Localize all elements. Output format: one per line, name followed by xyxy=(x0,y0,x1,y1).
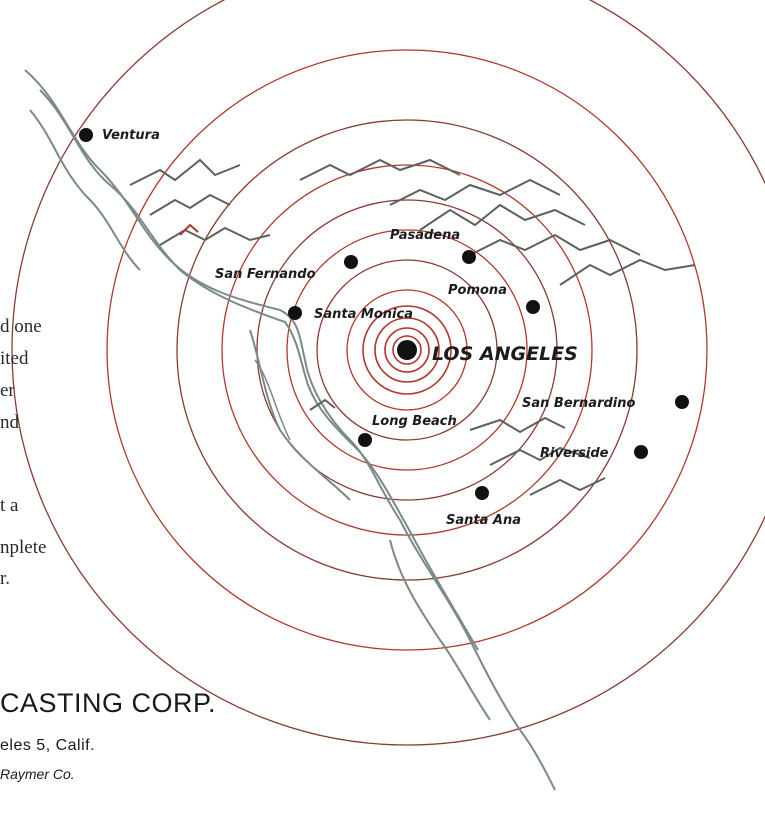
marker-santa-ana xyxy=(475,486,489,500)
marker-long-beach xyxy=(358,433,372,447)
label-los-angeles: LOS ANGELES xyxy=(432,343,578,365)
body-text-line-1: d one xyxy=(0,316,42,337)
label-san-fernando: San Fernando xyxy=(215,267,316,282)
city-markers xyxy=(79,128,689,500)
coverage-rings xyxy=(11,0,765,746)
label-pasadena: Pasadena xyxy=(390,228,460,243)
marker-san-fernando xyxy=(344,255,358,269)
marker-los-angeles xyxy=(397,340,417,360)
coverage-ring xyxy=(316,259,498,441)
rep-agency: Raymer Co. xyxy=(0,766,75,782)
city-labels: Ventura Pasadena San Fernando Pomona San… xyxy=(102,128,636,528)
body-text-line-3: er xyxy=(0,380,15,401)
coverage-ring xyxy=(346,289,468,411)
coverage-ring xyxy=(256,199,558,501)
marker-san-bernardino xyxy=(675,395,689,409)
marker-ventura xyxy=(79,128,93,142)
label-san-bernardino: San Bernardino xyxy=(522,396,636,411)
marker-pomona xyxy=(526,300,540,314)
mountain-ranges xyxy=(129,158,696,496)
coverage-ring xyxy=(362,305,452,395)
body-text-line-6: nplete xyxy=(0,537,47,558)
label-santa-ana: Santa Ana xyxy=(446,513,521,528)
marker-santa-monica xyxy=(288,306,302,320)
label-santa-monica: Santa Monica xyxy=(314,307,413,322)
label-riverside: Riverside xyxy=(540,446,609,461)
marker-pasadena xyxy=(462,250,476,264)
coverage-ring xyxy=(106,49,708,651)
coverage-ring xyxy=(384,327,430,373)
company-address: eles 5, Calif. xyxy=(0,737,96,754)
coastline xyxy=(24,69,556,791)
label-long-beach: Long Beach xyxy=(372,414,457,429)
coverage-ring xyxy=(11,0,765,746)
body-text-line-5: t a xyxy=(0,495,19,516)
coverage-ring xyxy=(286,229,528,471)
coverage-ring xyxy=(374,317,440,383)
marker-riverside xyxy=(634,445,648,459)
label-ventura: Ventura xyxy=(102,128,160,143)
label-pomona: Pomona xyxy=(448,283,507,298)
coverage-ring xyxy=(392,335,422,365)
body-text-line-4: nd xyxy=(0,412,19,433)
body-text-line-2: ited xyxy=(0,348,29,369)
company-name: CASTING CORP. xyxy=(0,688,217,718)
body-text-line-7: r. xyxy=(0,568,11,589)
coverage-ring xyxy=(176,119,638,581)
